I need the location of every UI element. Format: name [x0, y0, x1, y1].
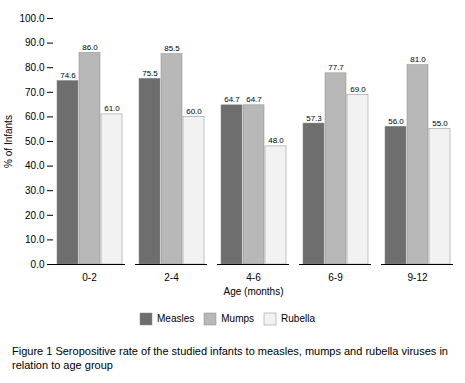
svg-text:85.5: 85.5	[164, 44, 180, 53]
svg-text:90.0: 90.0	[25, 37, 45, 48]
html-text:Rubella: Rubella	[281, 313, 315, 324]
svg-text:69.0: 69.0	[350, 85, 366, 94]
svg-text:50.0: 50.0	[25, 136, 45, 147]
html-text:Figure 1 Seropositive rate of: Figure 1 Seropositive rate of the studie…	[12, 345, 448, 372]
svg-text:61.0: 61.0	[104, 104, 120, 113]
svg-text:0.0: 0.0	[31, 259, 45, 270]
svg-text:48.0: 48.0	[268, 136, 284, 145]
svg-text:60.0: 60.0	[25, 111, 45, 122]
svg-text:60.0: 60.0	[186, 107, 202, 116]
svg-text:30.0: 30.0	[25, 185, 45, 196]
svg-text:86.0: 86.0	[82, 43, 98, 52]
svg-text:77.7: 77.7	[328, 63, 344, 72]
svg-text:56.0: 56.0	[388, 117, 404, 126]
html-text:Mumps: Mumps	[221, 313, 255, 324]
svg-text:9-12: 9-12	[407, 272, 427, 283]
svg-text:10.0: 10.0	[25, 234, 45, 245]
svg-text:20.0: 20.0	[25, 210, 45, 221]
svg-text:% of Infants: % of Infants	[3, 115, 14, 168]
svg-text:74.6: 74.6	[60, 71, 76, 80]
svg-text:100.0: 100.0	[19, 13, 44, 24]
svg-text:64.7: 64.7	[224, 95, 240, 104]
svg-text:57.3: 57.3	[306, 114, 322, 123]
svg-text:2-4: 2-4	[164, 272, 179, 283]
svg-text:0-2: 0-2	[82, 272, 97, 283]
svg-text:4-6: 4-6	[246, 272, 261, 283]
svg-text:70.0: 70.0	[25, 87, 45, 98]
svg-text:75.5: 75.5	[142, 69, 158, 78]
svg-text:55.0: 55.0	[432, 119, 448, 128]
svg-text:40.0: 40.0	[25, 160, 45, 171]
svg-text:Age (months): Age (months)	[223, 286, 283, 297]
html-text:Measles: Measles	[157, 313, 195, 324]
svg-text:6-9: 6-9	[328, 272, 343, 283]
svg-text:81.0: 81.0	[410, 55, 426, 64]
svg-text:80.0: 80.0	[25, 62, 45, 73]
svg-text:64.7: 64.7	[246, 95, 262, 104]
